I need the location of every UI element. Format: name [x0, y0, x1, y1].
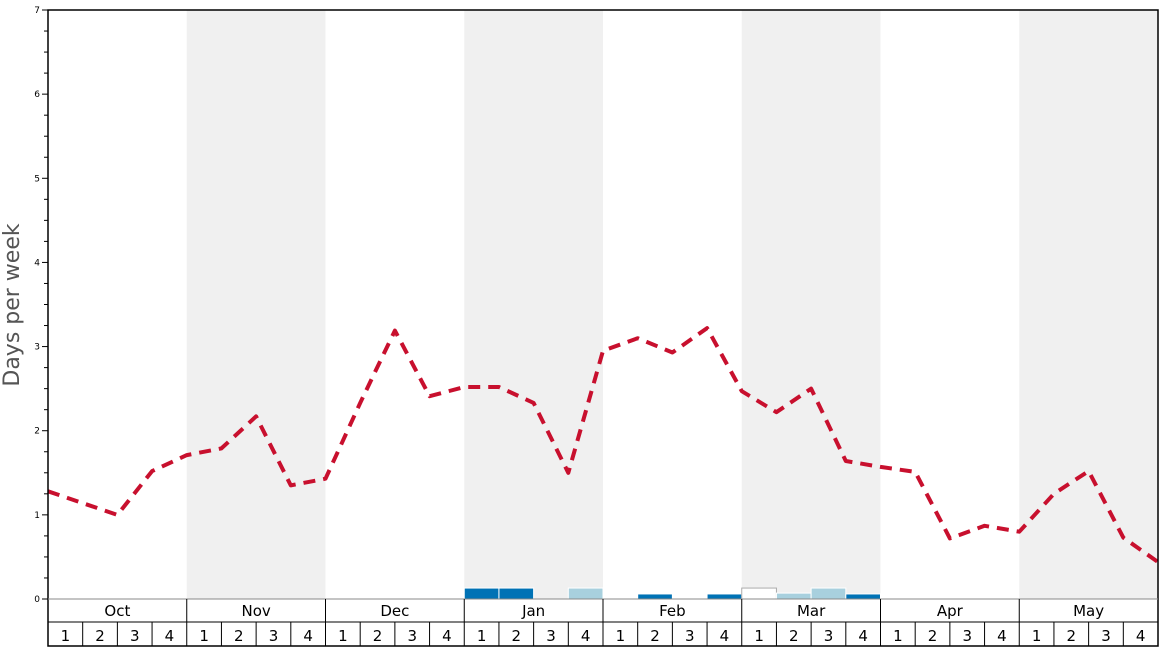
y-tick-label: 2: [34, 427, 40, 437]
bars-layer: [463, 587, 881, 600]
week-label: 2: [95, 627, 105, 645]
y-tick-label: 6: [34, 90, 40, 100]
line-layer: [47, 326, 1160, 564]
week-label: 3: [407, 627, 417, 645]
week-label: 3: [1101, 627, 1111, 645]
month-shade-may: [1019, 10, 1158, 599]
week-label: 1: [338, 627, 348, 645]
week-label: 1: [61, 627, 71, 645]
bar-feb-week-2: [637, 593, 673, 600]
week-label: 1: [616, 627, 626, 645]
week-label: 2: [789, 627, 799, 645]
month-label-apr: Apr: [937, 602, 964, 620]
week-label: 3: [685, 627, 695, 645]
week-label: 2: [234, 627, 244, 645]
month-label-dec: Dec: [380, 602, 409, 620]
month-label-nov: Nov: [241, 602, 270, 620]
week-label: 4: [720, 627, 730, 645]
y-tick-label: 1: [34, 511, 40, 521]
y-tick-label: 3: [34, 343, 40, 353]
week-label: 3: [546, 627, 556, 645]
bar-mar-week-1: [741, 587, 777, 600]
week-label: 3: [962, 627, 972, 645]
month-shading: [186, 10, 1158, 599]
bar-jan-week-2: [498, 587, 535, 600]
week-label: 2: [1067, 627, 1077, 645]
bar-jan-week-1: [463, 587, 500, 600]
bar-jan-week-4: [567, 587, 604, 600]
week-label: 1: [754, 627, 764, 645]
week-label: 3: [824, 627, 834, 645]
week-label: 2: [928, 627, 938, 645]
month-label-may: May: [1073, 602, 1104, 620]
labels-layer: 0 1 2 3 4 5 6 7 Oct 1 2 3 4 Nov 1 2 3 4 Dec 1 2 3 4 Jan 1 2 3 4 Feb 1…: [34, 6, 1145, 645]
month-label-mar: Mar: [797, 602, 826, 620]
week-label: 2: [512, 627, 522, 645]
y-tick-label: 7: [34, 6, 40, 16]
week-label: 1: [893, 627, 903, 645]
bar-feb-week-4: [706, 593, 743, 600]
week-label: 3: [269, 627, 279, 645]
month-shade-mar: [741, 10, 881, 599]
y-tick-label: 4: [34, 258, 40, 268]
y-tick-label: 0: [34, 595, 40, 605]
week-label: 4: [997, 627, 1007, 645]
week-label: 3: [130, 627, 140, 645]
bar-mar-week-3: [810, 587, 847, 600]
week-label: 2: [650, 627, 660, 645]
month-label-oct: Oct: [104, 602, 130, 620]
axes-layer: [42, 9, 1159, 647]
week-label: 4: [165, 627, 175, 645]
week-label: 1: [199, 627, 209, 645]
bar-mar-week-2: [775, 592, 812, 600]
week-label: 4: [1136, 627, 1146, 645]
week-label: 2: [373, 627, 383, 645]
bar-mar-week-4: [845, 593, 881, 600]
y-axis-label: Days per week: [0, 223, 25, 386]
month-shade-nov: [186, 10, 326, 599]
week-label: 1: [1032, 627, 1042, 645]
month-label-jan: Jan: [521, 602, 545, 620]
y-tick-label: 5: [34, 174, 40, 184]
month-shade-jan: [464, 10, 603, 599]
week-label: 4: [442, 627, 452, 645]
month-label-feb: Feb: [659, 602, 686, 620]
week-label: 1: [477, 627, 487, 645]
week-label: 4: [858, 627, 868, 645]
week-label: 4: [303, 627, 313, 645]
week-label: 4: [581, 627, 591, 645]
